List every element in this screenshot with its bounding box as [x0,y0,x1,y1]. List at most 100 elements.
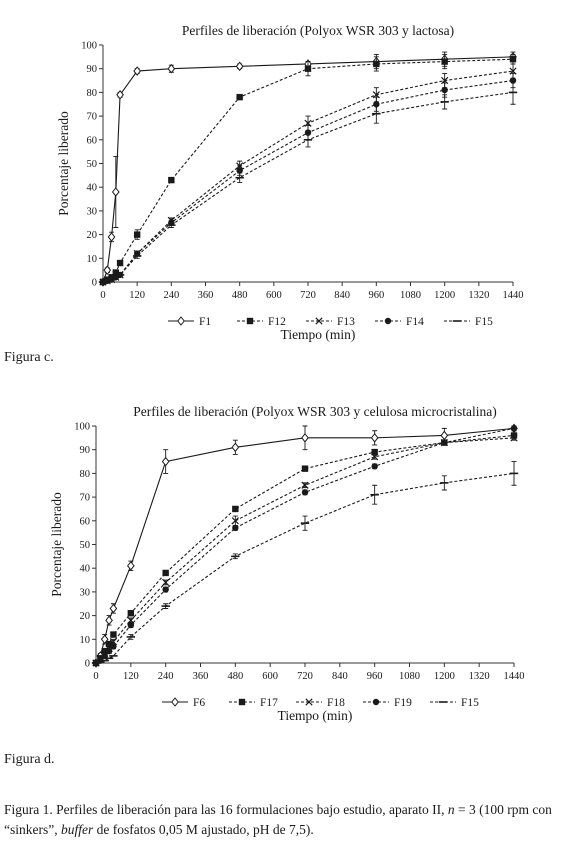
chart-d-point-f19 [441,439,448,446]
caption-part3: de fosfatos 0,05 M ajustado, pH de 7,5). [93,822,314,837]
chart-d-series-f19 [92,425,518,667]
chart-d-x-tick-label: 120 [123,671,139,682]
caption-buffer-word: buffer [60,822,94,837]
chart-c-legend-label: F1 [199,316,211,328]
chart-d-x-tick-label: 360 [193,671,209,682]
chart-c-line-f1 [102,56,514,283]
chart-d-point-f6 [440,430,449,441]
chart-c-series-f1 [99,51,517,287]
chart-d-legend-label: F19 [394,697,412,709]
chart-d-y-tick-label: 80 [80,469,91,480]
chart-c: Perfiles de liberación (Polyox WSR 303 y… [0,18,575,348]
chart-d-x-tick-label: 840 [332,671,348,682]
chart-c-line-f14 [102,80,514,283]
chart-d-point-f6 [370,433,379,443]
chart-d-legend-marker [305,698,313,706]
chart-d-line-f17 [95,434,515,664]
chart-d-point-f17 [232,505,239,513]
chart-c-y-tick-label: 10 [87,254,98,265]
chart-c-y-tick-label: 90 [87,64,98,75]
caption-part2: = 3 (100 rpm con “sinkers”, [4,802,552,837]
chart-c-point-f12 [168,176,175,184]
chart-c-y-tick-label: 100 [81,41,97,52]
chart-c-point-f1 [111,187,120,197]
chart-c-title: Perfiles de liberación (Polyox WSR 303 y… [182,23,454,38]
chart-d: Perfiles de liberación (Polyox WSR 303 y… [0,398,575,728]
chart-d-point-f19 [162,586,169,593]
chart-d-x-tick-label: 720 [297,671,313,682]
figure-caption: Figura 1. Perfiles de liberación para la… [4,800,572,840]
chart-d-x-tick-label: 1320 [469,671,490,682]
chart-c-legend-marker [177,316,185,326]
chart-c-point-f1 [103,265,112,275]
chart-d-point-f17 [371,448,378,456]
chart-c-point-f12 [116,259,124,267]
chart-c-x-tick-label: 480 [232,290,248,301]
chart-d-y-tick-label: 100 [74,422,90,433]
chart-d-point-f19 [232,524,239,532]
chart-c-point-f12 [441,58,448,65]
chart-d-point-f18 [510,434,518,442]
chart-d-point-f6 [161,456,170,467]
chart-c-point-f12 [373,60,380,68]
chart-d-point-f18 [231,517,239,525]
chart-c-legend-label: F14 [406,316,424,328]
chart-c-x-axis-label: Tiempo (min) [281,327,356,342]
chart-c-y-tick-label: 20 [87,230,98,241]
chart-d-legend-marker [238,698,246,706]
chart-c-line-f15 [102,91,514,283]
chart-d-y-axis-label: Porcentaje liberado [49,492,64,597]
chart-d-legend-marker [372,698,380,706]
chart-d-point-f17 [301,465,309,472]
chart-c-point-f1 [235,61,244,72]
chart-d-x-tick-label: 240 [158,671,174,682]
chart-c-point-f1 [116,89,124,100]
chart-c-x-tick-label: 120 [129,290,145,301]
chart-c-point-f1 [107,232,116,242]
chart-d-line-f15 [95,472,515,664]
chart-d-point-f19 [127,621,135,629]
chart-d-point-f6 [105,615,113,626]
chart-d-point-f18 [162,578,170,587]
chart-d-x-axis-label: Tiempo (min) [278,708,353,723]
chart-d-legend-label: F15 [461,697,479,709]
chart-c-point-f1 [133,66,142,76]
chart-d-y-tick-label: 60 [80,516,91,527]
chart-c-svg: Perfiles de liberación (Polyox WSR 303 y… [56,23,524,342]
caption-n-symbol: n [447,802,455,817]
chart-c-point-f12 [112,269,120,276]
chart-c-x-tick-label: 600 [266,290,282,301]
chart-c-legend-label: F15 [475,316,493,328]
chart-d-svg: Perfiles de liberación (Polyox WSR 303 y… [49,404,525,723]
chart-d-point-f18 [301,481,309,489]
chart-c-y-tick-label: 30 [87,206,98,217]
chart-c-point-f14 [236,167,243,174]
chart-d-point-f17 [162,569,169,577]
chart-d-x-tick-label: 480 [227,671,243,682]
chart-c-legend-label: F12 [268,316,286,328]
chart-d-point-f18 [371,453,379,461]
chart-d-y-tick-label: 0 [85,659,90,670]
chart-d-title: Perfiles de liberación (Polyox WSR 303 y… [133,404,496,419]
chart-d-y-tick-label: 90 [80,445,91,456]
chart-c-legend-marker [315,317,323,325]
chart-c-x-tick-label: 1080 [400,290,421,301]
figure-d-label: Figura d. [4,752,55,767]
chart-c-series-f15 [98,80,518,283]
chart-d-x-tick-label: 1440 [504,671,525,682]
chart-d-series-f15 [91,461,519,664]
chart-d-y-tick-label: 10 [80,635,91,646]
chart-c-x-tick-label: 1320 [468,290,489,301]
chart-c-x-tick-label: 720 [300,290,316,301]
chart-d-point-f6 [126,561,135,571]
chart-d-point-f6 [231,442,240,453]
chart-d-y-tick-label: 20 [80,611,91,622]
chart-c-y-tick-label: 80 [87,88,98,99]
chart-c-x-tick-label: 0 [100,290,105,301]
chart-d-point-f17 [127,610,135,617]
chart-c-series-f13 [99,63,517,286]
chart-d-point-f17 [105,640,113,648]
chart-d-y-tick-label: 30 [80,587,91,598]
chart-d-line-f19 [95,427,515,664]
chart-d-point-f19 [105,647,113,655]
